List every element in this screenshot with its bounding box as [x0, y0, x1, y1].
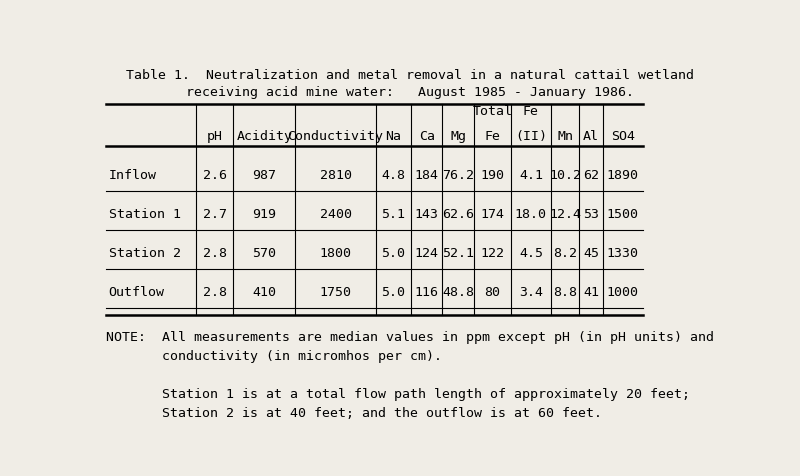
- Text: 52.1: 52.1: [442, 247, 474, 259]
- Text: Mn: Mn: [557, 130, 573, 143]
- Text: 41: 41: [583, 285, 599, 298]
- Text: 2.7: 2.7: [202, 208, 226, 220]
- Text: 1500: 1500: [606, 208, 638, 220]
- Text: 2400: 2400: [320, 208, 352, 220]
- Text: Table 1.  Neutralization and metal removal in a natural cattail wetland: Table 1. Neutralization and metal remova…: [126, 69, 694, 82]
- Text: Ca: Ca: [418, 130, 434, 143]
- Text: 76.2: 76.2: [442, 169, 474, 182]
- Text: 1750: 1750: [320, 285, 352, 298]
- Text: Fe: Fe: [485, 130, 501, 143]
- Text: 1000: 1000: [606, 285, 638, 298]
- Text: 4.8: 4.8: [382, 169, 406, 182]
- Text: Al: Al: [583, 130, 599, 143]
- Text: 48.8: 48.8: [442, 285, 474, 298]
- Text: 4.5: 4.5: [519, 247, 543, 259]
- Text: conductivity (in micromhos per cm).: conductivity (in micromhos per cm).: [106, 349, 442, 362]
- Text: NOTE:  All measurements are median values in ppm except pH (in pH units) and: NOTE: All measurements are median values…: [106, 330, 714, 343]
- Text: 1890: 1890: [606, 169, 638, 182]
- Text: pH: pH: [206, 130, 222, 143]
- Text: Acidity: Acidity: [236, 130, 292, 143]
- Text: 122: 122: [481, 247, 505, 259]
- Text: 1800: 1800: [320, 247, 352, 259]
- Text: Mg: Mg: [450, 130, 466, 143]
- Text: 570: 570: [252, 247, 276, 259]
- Text: 5.0: 5.0: [382, 247, 406, 259]
- Text: 143: 143: [414, 208, 438, 220]
- Text: Station 2: Station 2: [109, 247, 181, 259]
- Text: 2.6: 2.6: [202, 169, 226, 182]
- Text: 190: 190: [481, 169, 505, 182]
- Text: 8.2: 8.2: [553, 247, 577, 259]
- Text: 2810: 2810: [320, 169, 352, 182]
- Text: 53: 53: [583, 208, 599, 220]
- Text: Outflow: Outflow: [109, 285, 165, 298]
- Text: 2.8: 2.8: [202, 285, 226, 298]
- Text: 10.2: 10.2: [549, 169, 581, 182]
- Text: 4.1: 4.1: [519, 169, 543, 182]
- Text: 45: 45: [583, 247, 599, 259]
- Text: Station 1 is at a total flow path length of approximately 20 feet;: Station 1 is at a total flow path length…: [106, 387, 690, 400]
- Text: Na: Na: [386, 130, 402, 143]
- Text: 919: 919: [252, 208, 276, 220]
- Text: Total: Total: [473, 105, 513, 118]
- Text: 174: 174: [481, 208, 505, 220]
- Text: 18.0: 18.0: [515, 208, 547, 220]
- Text: SO4: SO4: [610, 130, 634, 143]
- Text: 5.1: 5.1: [382, 208, 406, 220]
- Text: 3.4: 3.4: [519, 285, 543, 298]
- Text: Station 1: Station 1: [109, 208, 181, 220]
- Text: 987: 987: [252, 169, 276, 182]
- Text: Station 2 is at 40 feet; and the outflow is at 60 feet.: Station 2 is at 40 feet; and the outflow…: [106, 407, 602, 419]
- Text: (II): (II): [515, 130, 547, 143]
- Text: 1330: 1330: [606, 247, 638, 259]
- Text: 62: 62: [583, 169, 599, 182]
- Text: receiving acid mine water:   August 1985 - January 1986.: receiving acid mine water: August 1985 -…: [186, 86, 634, 99]
- Text: Fe: Fe: [523, 105, 539, 118]
- Text: 8.8: 8.8: [553, 285, 577, 298]
- Text: 5.0: 5.0: [382, 285, 406, 298]
- Text: 62.6: 62.6: [442, 208, 474, 220]
- Text: 410: 410: [252, 285, 276, 298]
- Text: 80: 80: [485, 285, 501, 298]
- Text: Inflow: Inflow: [109, 169, 157, 182]
- Text: 116: 116: [414, 285, 438, 298]
- Text: 12.4: 12.4: [549, 208, 581, 220]
- Text: 184: 184: [414, 169, 438, 182]
- Text: Conductivity: Conductivity: [288, 130, 384, 143]
- Text: 124: 124: [414, 247, 438, 259]
- Text: 2.8: 2.8: [202, 247, 226, 259]
